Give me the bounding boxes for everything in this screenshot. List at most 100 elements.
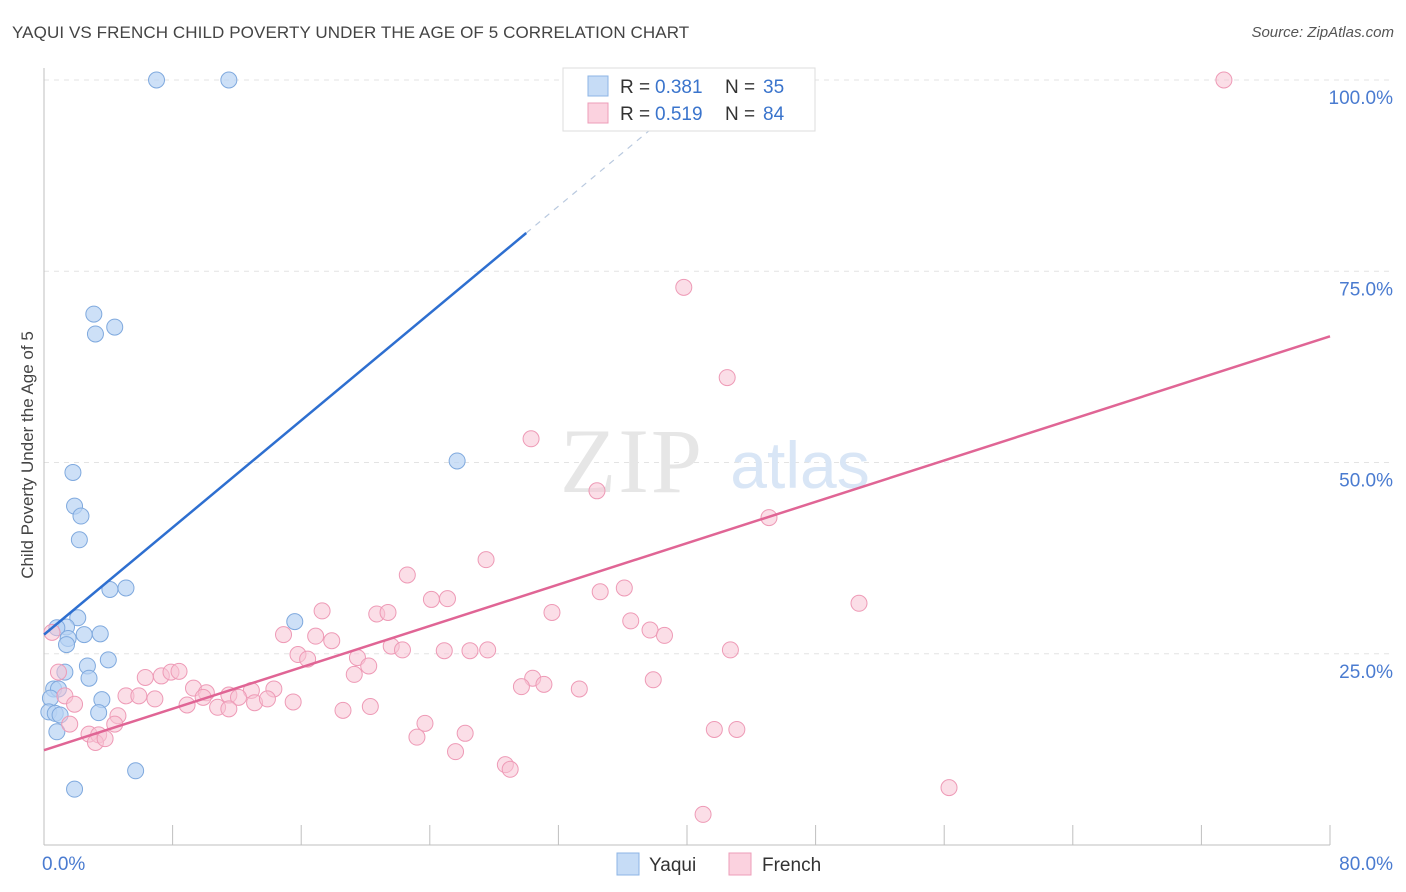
yaqui-point-32: [48, 723, 66, 741]
french-trend-line: [43, 335, 1331, 752]
french-point-62: [361, 698, 379, 716]
y-tick-label-2: 50.0%: [1339, 471, 1393, 492]
french-point-21: [655, 626, 673, 644]
french-point-81: [501, 760, 519, 778]
french-point-76: [61, 715, 79, 733]
french-point-30: [721, 641, 739, 659]
french-point-51: [130, 687, 148, 705]
french-point-39: [170, 662, 188, 680]
yaqui-point-0: [148, 71, 166, 89]
french-point-82: [940, 779, 958, 797]
french-point-3: [675, 278, 693, 296]
yaqui-point-9: [70, 531, 88, 549]
french-point-12: [850, 594, 868, 612]
french-point-10: [591, 583, 609, 601]
french-n-label: N =: [725, 104, 755, 125]
yaqui-point-34: [66, 780, 84, 798]
french-point-70: [43, 623, 61, 641]
french-point-8: [477, 551, 495, 569]
yaqui-legend-swatch: [587, 75, 609, 97]
french-point-23: [307, 627, 325, 645]
yaqui-point-12: [69, 609, 87, 627]
french-point-34: [360, 657, 378, 675]
french-n-value: 84: [763, 104, 785, 125]
french-point-15: [313, 602, 331, 620]
french-point-68: [728, 720, 746, 738]
y-tick-label-1: 75.0%: [1339, 279, 1393, 300]
french-point-22: [275, 626, 293, 644]
yaqui-point-14: [286, 613, 304, 631]
yaqui-n-value: 35: [763, 77, 784, 98]
chart-title: YAQUI VS FRENCH CHILD POVERTY UNDER THE …: [12, 23, 690, 42]
watermark-atlas: atlas: [730, 428, 869, 502]
yaqui-point-2: [85, 305, 103, 323]
french-point-20: [641, 621, 659, 639]
french-r-value: 0.519: [655, 104, 703, 125]
yaqui-point-3: [86, 325, 104, 343]
french-point-60: [220, 700, 238, 718]
french-points: [43, 71, 1233, 823]
yaqui-point-17: [75, 626, 93, 644]
french-point-14: [438, 590, 456, 608]
french-point-11: [615, 579, 633, 597]
french-point-4: [718, 369, 736, 387]
french-point-5: [522, 430, 540, 448]
yaqui-point-1: [220, 71, 238, 89]
french-point-58: [284, 693, 302, 711]
french-point-19: [622, 612, 640, 630]
french-point-57: [258, 690, 276, 708]
french-point-61: [334, 701, 352, 719]
french-point-29: [479, 641, 497, 659]
french-point-67: [705, 720, 723, 738]
x-tick-marks: [43, 825, 1331, 845]
grid-lines: [44, 79, 1390, 655]
yaqui-point-18: [91, 625, 109, 643]
yaqui-points: [40, 71, 466, 798]
french-point-79: [447, 743, 465, 761]
french-point-41: [535, 675, 553, 693]
french-point-66: [456, 724, 474, 742]
yaqui-point-23: [80, 669, 98, 687]
french-point-36: [136, 668, 154, 686]
french-point-13: [422, 590, 440, 608]
yaqui-trend-line: [43, 232, 528, 636]
french-point-35: [345, 665, 363, 683]
french-point-6: [588, 482, 606, 500]
yaqui-point-31: [90, 704, 108, 722]
x-tick-labels: 0.0% 80.0%: [42, 854, 1393, 875]
yaqui-point-8: [72, 507, 90, 525]
french-point-2: [1215, 71, 1233, 89]
legend-yaqui-swatch: [616, 852, 640, 876]
yaqui-r-value: 0.381: [655, 77, 703, 98]
yaqui-point-33: [127, 762, 145, 780]
french-r-label: R =: [620, 104, 650, 125]
watermark: ZIP atlas: [560, 410, 870, 512]
legend-french-label: French: [762, 855, 821, 876]
legend-yaqui-label: Yaqui: [649, 855, 696, 876]
french-point-55: [230, 688, 248, 706]
legend-french-swatch: [728, 852, 752, 876]
yaqui-n-label: N =: [725, 77, 755, 98]
x-tick-label-1: 80.0%: [1339, 854, 1393, 875]
french-point-52: [146, 690, 164, 708]
french-point-83: [694, 805, 712, 823]
french-point-44: [644, 671, 662, 689]
y-tick-label-3: 25.0%: [1339, 662, 1393, 683]
french-legend-swatch: [587, 102, 609, 124]
stats-legend: R = 0.381 N = 35 R = 0.519 N = 84: [562, 67, 816, 132]
yaqui-point-19: [58, 636, 76, 654]
french-point-27: [435, 642, 453, 660]
french-point-28: [461, 642, 479, 660]
french-point-43: [570, 680, 588, 698]
french-point-73: [66, 695, 84, 713]
french-point-69: [408, 728, 426, 746]
source-label: Source: ZipAtlas.com: [1251, 24, 1394, 41]
french-point-65: [416, 714, 434, 732]
y-tick-label-0: 100.0%: [1329, 88, 1394, 109]
yaqui-point-11: [117, 579, 135, 597]
french-point-26: [393, 641, 411, 659]
yaqui-point-21: [99, 651, 117, 669]
french-point-17: [379, 603, 397, 621]
yaqui-r-label: R =: [620, 77, 650, 98]
